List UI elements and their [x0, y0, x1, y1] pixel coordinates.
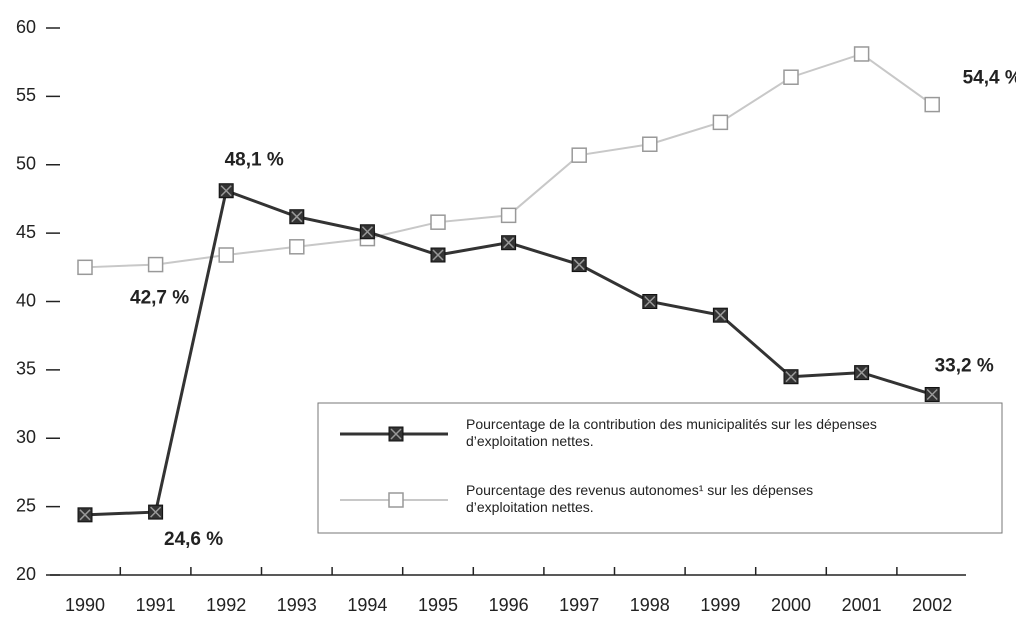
- marker-box: [147, 256, 164, 273]
- marker: [430, 247, 446, 263]
- y-tick-label: 20: [16, 564, 36, 584]
- marker: [359, 224, 375, 240]
- marker-cross: [390, 428, 402, 440]
- marker: [642, 136, 658, 152]
- marker: [500, 207, 517, 224]
- marker: [147, 256, 164, 273]
- y-tick-label: 40: [16, 290, 36, 310]
- marker-box: [924, 96, 940, 113]
- x-tick-label: 1998: [630, 595, 670, 615]
- marker-cross: [926, 388, 938, 401]
- marker-cross: [150, 506, 162, 518]
- marker-box: [289, 239, 305, 255]
- data-label: 24,6 %: [164, 529, 223, 550]
- marker-cross: [291, 211, 303, 223]
- x-tick-label: 2002: [912, 595, 952, 615]
- marker-cross: [361, 226, 373, 238]
- marker: [77, 259, 93, 276]
- marker: [218, 247, 234, 263]
- marker-box: [218, 247, 234, 263]
- x-tick-label: 1995: [418, 595, 458, 615]
- marker: [783, 69, 799, 85]
- data-label: 42,7 %: [130, 288, 189, 309]
- marker-box: [642, 136, 658, 152]
- y-tick-label: 25: [16, 495, 36, 515]
- marker: [289, 239, 305, 255]
- y-tick-label: 35: [16, 359, 36, 379]
- x-tick-label: 1996: [489, 595, 529, 615]
- x-tick-label: 1990: [65, 595, 105, 615]
- marker-box: [500, 207, 517, 224]
- marker: [148, 504, 164, 520]
- marker: [642, 294, 658, 309]
- marker-cross: [785, 371, 797, 383]
- marker-cross: [573, 259, 585, 271]
- x-tick-label: 1992: [206, 595, 246, 615]
- marker-cross: [856, 367, 868, 379]
- marker: [712, 114, 729, 131]
- marker-box: [77, 259, 93, 276]
- marker: [430, 214, 446, 230]
- y-tick-label: 55: [16, 85, 36, 105]
- marker-cross: [79, 509, 91, 521]
- legend-box: [317, 402, 1003, 534]
- legend-label: Pourcentage des revenus autonomes¹ sur l…: [466, 482, 814, 515]
- marker: [501, 235, 517, 251]
- x-tick-label: 1994: [347, 595, 387, 615]
- y-tick-label: 60: [16, 17, 36, 37]
- marker-cross: [432, 249, 444, 261]
- marker: [289, 209, 305, 225]
- marker-box: [712, 114, 729, 131]
- data-label: 54,4 %: [963, 68, 1016, 89]
- marker-cross: [714, 309, 726, 321]
- x-tick-label: 1991: [136, 595, 176, 615]
- data-label: 33,2 %: [935, 356, 994, 377]
- marker: [783, 369, 799, 385]
- marker: [853, 46, 870, 62]
- x-tick-label: 2000: [771, 595, 811, 615]
- marker-box: [783, 69, 799, 85]
- marker: [388, 492, 404, 508]
- x-tick-label: 2001: [842, 595, 882, 615]
- marker: [571, 147, 587, 163]
- x-tick-label: 1993: [277, 595, 317, 615]
- x-tick-label: 1997: [559, 595, 599, 615]
- y-tick-label: 45: [16, 222, 36, 242]
- marker-cross: [220, 185, 232, 197]
- marker: [924, 386, 940, 402]
- y-tick-label: 50: [16, 154, 36, 174]
- marker-cross: [503, 237, 515, 249]
- marker: [388, 426, 404, 442]
- x-tick-label: 1999: [700, 595, 740, 615]
- y-tick-label: 30: [16, 427, 36, 447]
- marker: [924, 96, 940, 113]
- marker: [218, 183, 234, 199]
- marker-cross: [644, 295, 656, 308]
- marker: [712, 307, 728, 323]
- legend-label: Pourcentage de la contribution des munic…: [466, 416, 877, 449]
- marker-box: [430, 214, 446, 230]
- marker: [854, 365, 870, 381]
- marker-box: [853, 46, 870, 62]
- marker: [77, 507, 93, 523]
- data-label: 48,1 %: [225, 150, 284, 171]
- marker-box: [388, 492, 404, 508]
- marker: [571, 257, 587, 273]
- marker-box: [571, 147, 587, 163]
